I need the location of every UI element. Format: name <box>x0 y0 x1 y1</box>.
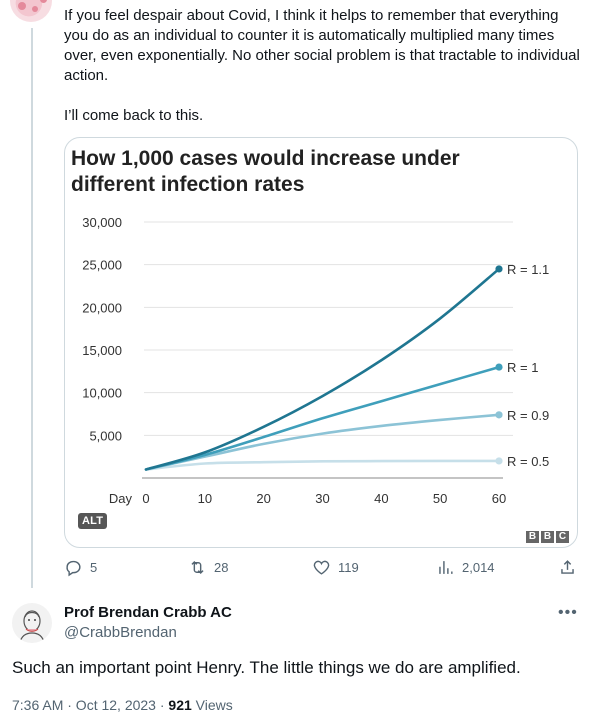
thread-connector-line <box>31 28 33 588</box>
x-tick-label: 40 <box>374 491 388 506</box>
reply-text: Such an important point Henry. The littl… <box>12 658 521 677</box>
bbc-letter: C <box>556 531 569 543</box>
series-line <box>144 365 501 471</box>
y-tick-label: 25,000 <box>82 258 122 273</box>
y-tick-label: 20,000 <box>82 300 122 315</box>
y-tick-label: 15,000 <box>82 343 122 358</box>
series-label: R = 0.5 <box>507 454 549 469</box>
y-tick-label: 10,000 <box>82 386 122 401</box>
reply-handle[interactable]: @CrabbBrendan <box>64 624 177 641</box>
views-button[interactable]: 2,014 <box>436 558 495 577</box>
x-tick-label: 30 <box>315 491 329 506</box>
like-button[interactable]: 119 <box>312 558 359 577</box>
bbc-logo: B B C <box>526 531 569 543</box>
x-tick-label: 10 <box>198 491 212 506</box>
heart-icon <box>313 560 330 575</box>
x-tick-label: 20 <box>256 491 270 506</box>
series-endpoint <box>495 411 503 419</box>
tweet-actions: 5 28 119 2,014 <box>64 558 584 582</box>
portrait-sketch-icon <box>19 610 45 643</box>
views-count: 2,014 <box>462 560 495 575</box>
series-endpoint <box>495 265 503 273</box>
tweet-text: If you feel despair about Covid, I think… <box>64 6 584 126</box>
reply-views-label: Views <box>191 697 233 713</box>
line-chart: 5,000 10,000 15,000 20,000 25,000 30,000 Day 0 1… <box>82 215 549 506</box>
bbc-letter: B <box>526 531 539 543</box>
retweet-button[interactable]: 28 <box>188 558 228 577</box>
retweet-icon <box>191 560 204 575</box>
series-label: R = 1.1 <box>507 262 549 277</box>
reply-views-count: 921 <box>168 697 192 713</box>
more-options-icon[interactable]: ••• <box>558 604 578 621</box>
y-tick-label: 30,000 <box>82 215 122 230</box>
like-count: 119 <box>338 560 359 575</box>
reply-avatar[interactable] <box>12 603 52 643</box>
series-line <box>144 459 501 471</box>
tweet-paragraph-2: I’ll come back to this. <box>64 107 204 124</box>
series-label: R = 1 <box>507 360 538 375</box>
chart-title: How 1,000 cases would increase under dif… <box>71 147 460 196</box>
reply-display-name[interactable]: Prof Brendan Crabb AC <box>64 604 232 621</box>
x-axis-label: Day <box>109 491 133 506</box>
chart-image-card[interactable]: How 1,000 cases would increase under dif… <box>64 137 578 548</box>
reply-button[interactable]: 5 <box>64 558 97 577</box>
series-endpoint <box>495 363 503 371</box>
bbc-letter: B <box>541 531 554 543</box>
retweet-count: 28 <box>214 560 229 575</box>
reply-meta: 7:36 AM · Oct 12, 2023 · 921 Views <box>12 697 233 713</box>
analytics-icon <box>439 561 453 574</box>
alt-badge[interactable]: ALT <box>78 513 108 529</box>
series-line <box>144 413 501 471</box>
y-tick-label: 5,000 <box>89 428 122 443</box>
reply-timestamp[interactable]: 7:36 AM · Oct 12, 2023 · <box>12 697 169 713</box>
series-endpoint <box>495 457 503 465</box>
reply-count: 5 <box>90 560 98 575</box>
x-tick-label: 0 <box>142 491 149 506</box>
x-tick-label: 60 <box>492 491 506 506</box>
tweet-paragraph-1: If you feel despair about Covid, I think… <box>64 7 580 84</box>
series-line <box>144 267 501 471</box>
reply-icon <box>66 560 81 577</box>
share-icon <box>561 560 574 574</box>
author-avatar[interactable] <box>10 0 52 22</box>
share-button[interactable] <box>558 558 577 577</box>
x-tick-label: 50 <box>433 491 447 506</box>
series-label: R = 0.9 <box>507 408 549 423</box>
